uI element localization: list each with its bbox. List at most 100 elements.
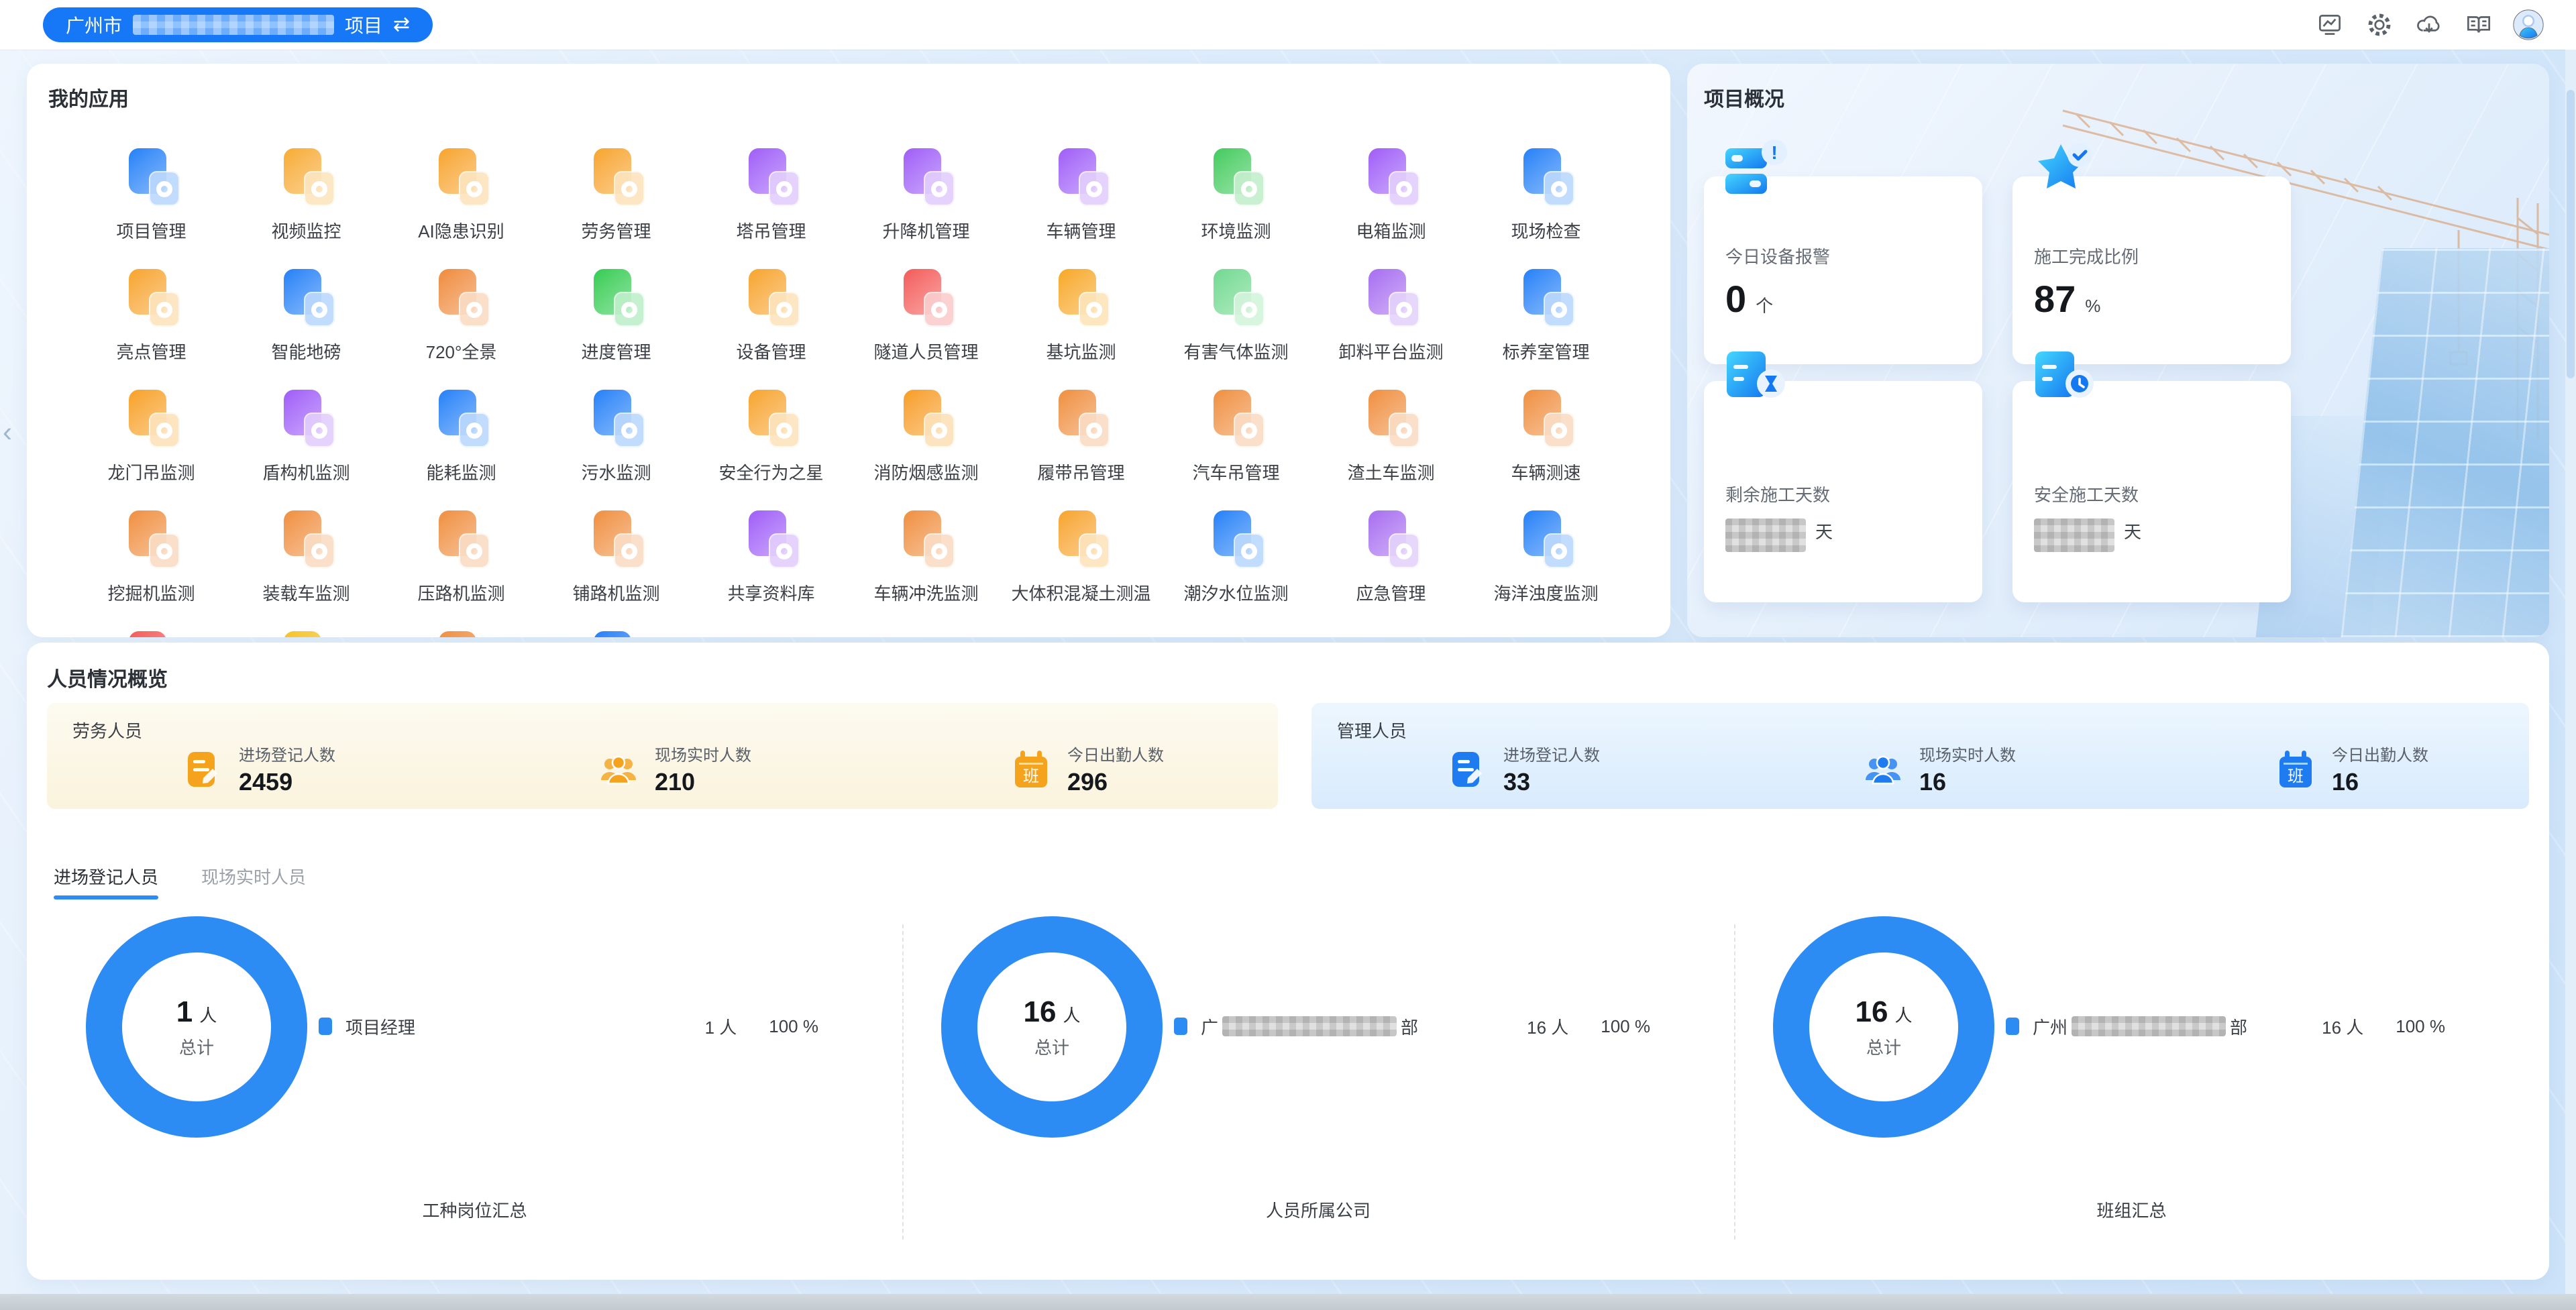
labor-strip-title: 劳务人员 <box>72 721 143 741</box>
app-site-inspection[interactable]: 现场检查 <box>1468 131 1623 252</box>
panorama-720-icon <box>429 265 494 329</box>
app-tunnel-personnel-management[interactable]: 隧道人员管理 <box>849 252 1004 372</box>
svg-text:班: 班 <box>1023 767 1039 785</box>
people-icon <box>597 748 640 791</box>
app-label: 劳务管理 <box>581 221 651 241</box>
remaining-days-card: 剩余施工天数 天 <box>1704 351 1982 602</box>
app-excavator-monitoring[interactable]: 挖掘机监测 <box>74 493 229 614</box>
stat-label: 进场登记人数 <box>239 747 335 765</box>
app-vehicle-management[interactable]: 车辆管理 <box>1004 131 1159 252</box>
app-progress-management[interactable]: 进度管理 <box>539 252 694 372</box>
scrollbar-thumb[interactable] <box>2567 90 2575 378</box>
app-highlight-management[interactable]: 亮点管理 <box>74 252 229 372</box>
register-icon <box>181 748 224 791</box>
app-dump-truck-monitoring[interactable]: 渣土车监测 <box>1313 372 1468 493</box>
app-shield-machine-monitoring[interactable]: 盾构机监测 <box>229 372 384 493</box>
app-label: 720°全景 <box>425 342 497 362</box>
app-labor-management[interactable]: 劳务管理 <box>539 131 694 252</box>
user-avatar[interactable] <box>2513 9 2544 40</box>
app-panorama-720[interactable]: 720°全景 <box>384 252 539 372</box>
app-environment-monitoring[interactable]: 环境监测 <box>1159 131 1313 252</box>
stat-value: 296 <box>1067 768 1108 796</box>
my-apps-panel: 我的应用 项目管理 视频监控 AI隐患识别 劳务管理 塔吊管理 升降机管理 车辆… <box>27 64 1670 637</box>
stat-value: 16 <box>2332 768 2359 796</box>
app-energy-monitoring[interactable]: 能耗监测 <box>384 372 539 493</box>
app-mass-concrete-temperature[interactable]: 大体积混凝土测温 <box>1004 493 1159 614</box>
app-label: 设备管理 <box>736 342 806 362</box>
app-label: 能耗监测 <box>426 463 496 483</box>
app-power-box-monitoring[interactable]: 电箱监测 <box>1313 131 1468 252</box>
labor-personnel-strip: 劳务人员 进场登记人数 2459 现场实时人数 210 班 今日 <box>47 703 1278 809</box>
environment-monitoring-icon <box>1204 144 1269 209</box>
page-scrollbar[interactable] <box>2565 50 2576 1294</box>
team-chart: 16 人 总计 广州 部 16 人 100 % 班组汇总 <box>1734 911 2529 1260</box>
app-tower-crane-management[interactable]: 塔吊管理 <box>694 131 849 252</box>
app-equipment-management[interactable]: 设备管理 <box>694 252 849 372</box>
foundation-pit-monitoring-icon <box>1049 265 1114 329</box>
app-sewage-monitoring[interactable]: 污水监测 <box>539 372 694 493</box>
legend-row: 广州 部 16 人 100 % <box>2006 1012 2445 1041</box>
card-unit: 天 <box>1815 522 1833 542</box>
smart-weighbridge-icon <box>274 265 339 329</box>
app-road-roller-monitoring[interactable]: 压路机监测 <box>384 493 539 614</box>
progress-management-icon <box>584 265 649 329</box>
app-tidal-water-level-monitoring[interactable]: 潮汐水位监测 <box>1159 493 1313 614</box>
app-vehicle-speed-monitoring[interactable]: 车辆测速 <box>1468 372 1623 493</box>
legend-percent: 100 % <box>2396 1016 2445 1036</box>
app-partial[interactable] <box>384 614 539 637</box>
tab-realtime-personnel[interactable]: 现场实时人员 <box>201 867 307 887</box>
app-fire-smoke-monitoring[interactable]: 消防烟感监测 <box>849 372 1004 493</box>
topbar: 广州市 项目 ⇄ <box>0 0 2576 50</box>
app-label: 环境监测 <box>1201 221 1271 241</box>
legend-count: 1 人 <box>704 1017 737 1038</box>
app-shared-library[interactable]: 共享资料库 <box>694 493 849 614</box>
cloud-download-icon[interactable] <box>2414 9 2445 40</box>
censored-value <box>1725 518 1806 552</box>
truck-crane-management-icon <box>1204 386 1269 450</box>
app-video-monitoring[interactable]: 视频监控 <box>229 131 384 252</box>
app-vehicle-washing-monitoring[interactable]: 车辆冲洗监测 <box>849 493 1004 614</box>
app-smart-weighbridge[interactable]: 智能地磅 <box>229 252 384 372</box>
app-truck-crane-management[interactable]: 汽车吊管理 <box>1159 372 1313 493</box>
app-safety-behavior-star[interactable]: 安全行为之星 <box>694 372 849 493</box>
app-ai-hazard-recognition[interactable]: AI隐患识别 <box>384 131 539 252</box>
app-foundation-pit-monitoring[interactable]: 基坑监测 <box>1004 252 1159 372</box>
app-ocean-turbidity-monitoring[interactable]: 海洋浊度监测 <box>1468 493 1623 614</box>
app-partial[interactable] <box>229 614 384 637</box>
settings-gear-icon[interactable] <box>2364 9 2395 40</box>
app-emergency-management[interactable]: 应急管理 <box>1313 493 1468 614</box>
app-crawler-crane-management[interactable]: 履带吊管理 <box>1004 372 1159 493</box>
app-unloading-platform-monitoring[interactable]: 卸料平台监测 <box>1313 252 1468 372</box>
app-label: 污水监测 <box>581 463 651 483</box>
app-label: 基坑监测 <box>1046 342 1116 362</box>
app-paver-monitoring[interactable]: 铺路机监测 <box>539 493 694 614</box>
card-value: 87 <box>2034 278 2076 320</box>
app-partial[interactable] <box>74 614 229 637</box>
app-hoist-management[interactable]: 升降机管理 <box>849 131 1004 252</box>
manual-book-icon[interactable] <box>2463 9 2494 40</box>
tab-registered-personnel[interactable]: 进场登记人员 <box>54 864 159 899</box>
app-label: 亮点管理 <box>116 342 186 362</box>
mgmt-attendance-stat: 班 今日出勤人数 16 <box>2274 742 2428 796</box>
legend-censored <box>1222 1016 1397 1036</box>
vehicle-management-icon <box>1049 144 1114 209</box>
project-switcher-pill[interactable]: 广州市 项目 ⇄ <box>43 7 433 42</box>
app-project-management[interactable]: 项目管理 <box>74 131 229 252</box>
app-loader-monitoring[interactable]: 装载车监测 <box>229 493 384 614</box>
app-curing-room-management[interactable]: 标养室管理 <box>1468 252 1623 372</box>
partial-app-icon <box>274 627 339 637</box>
app-partial[interactable] <box>539 614 694 637</box>
stat-label: 现场实时人数 <box>1919 747 2016 765</box>
app-gantry-crane-monitoring[interactable]: 龙门吊监测 <box>74 372 229 493</box>
carousel-left-arrow[interactable]: ‹ <box>3 416 12 447</box>
app-label: 项目管理 <box>116 221 186 241</box>
personnel-overview-title: 人员情况概览 <box>47 669 168 691</box>
personnel-overview-panel: 人员情况概览 劳务人员 进场登记人数 2459 现场实时人数 210 班 <box>27 643 2549 1280</box>
app-label: 现场检查 <box>1511 221 1581 241</box>
donut-total-label: 总计 <box>1866 1037 1901 1058</box>
app-harmful-gas-monitoring[interactable]: 有害气体监测 <box>1159 252 1313 372</box>
monitor-icon[interactable] <box>2314 9 2345 40</box>
